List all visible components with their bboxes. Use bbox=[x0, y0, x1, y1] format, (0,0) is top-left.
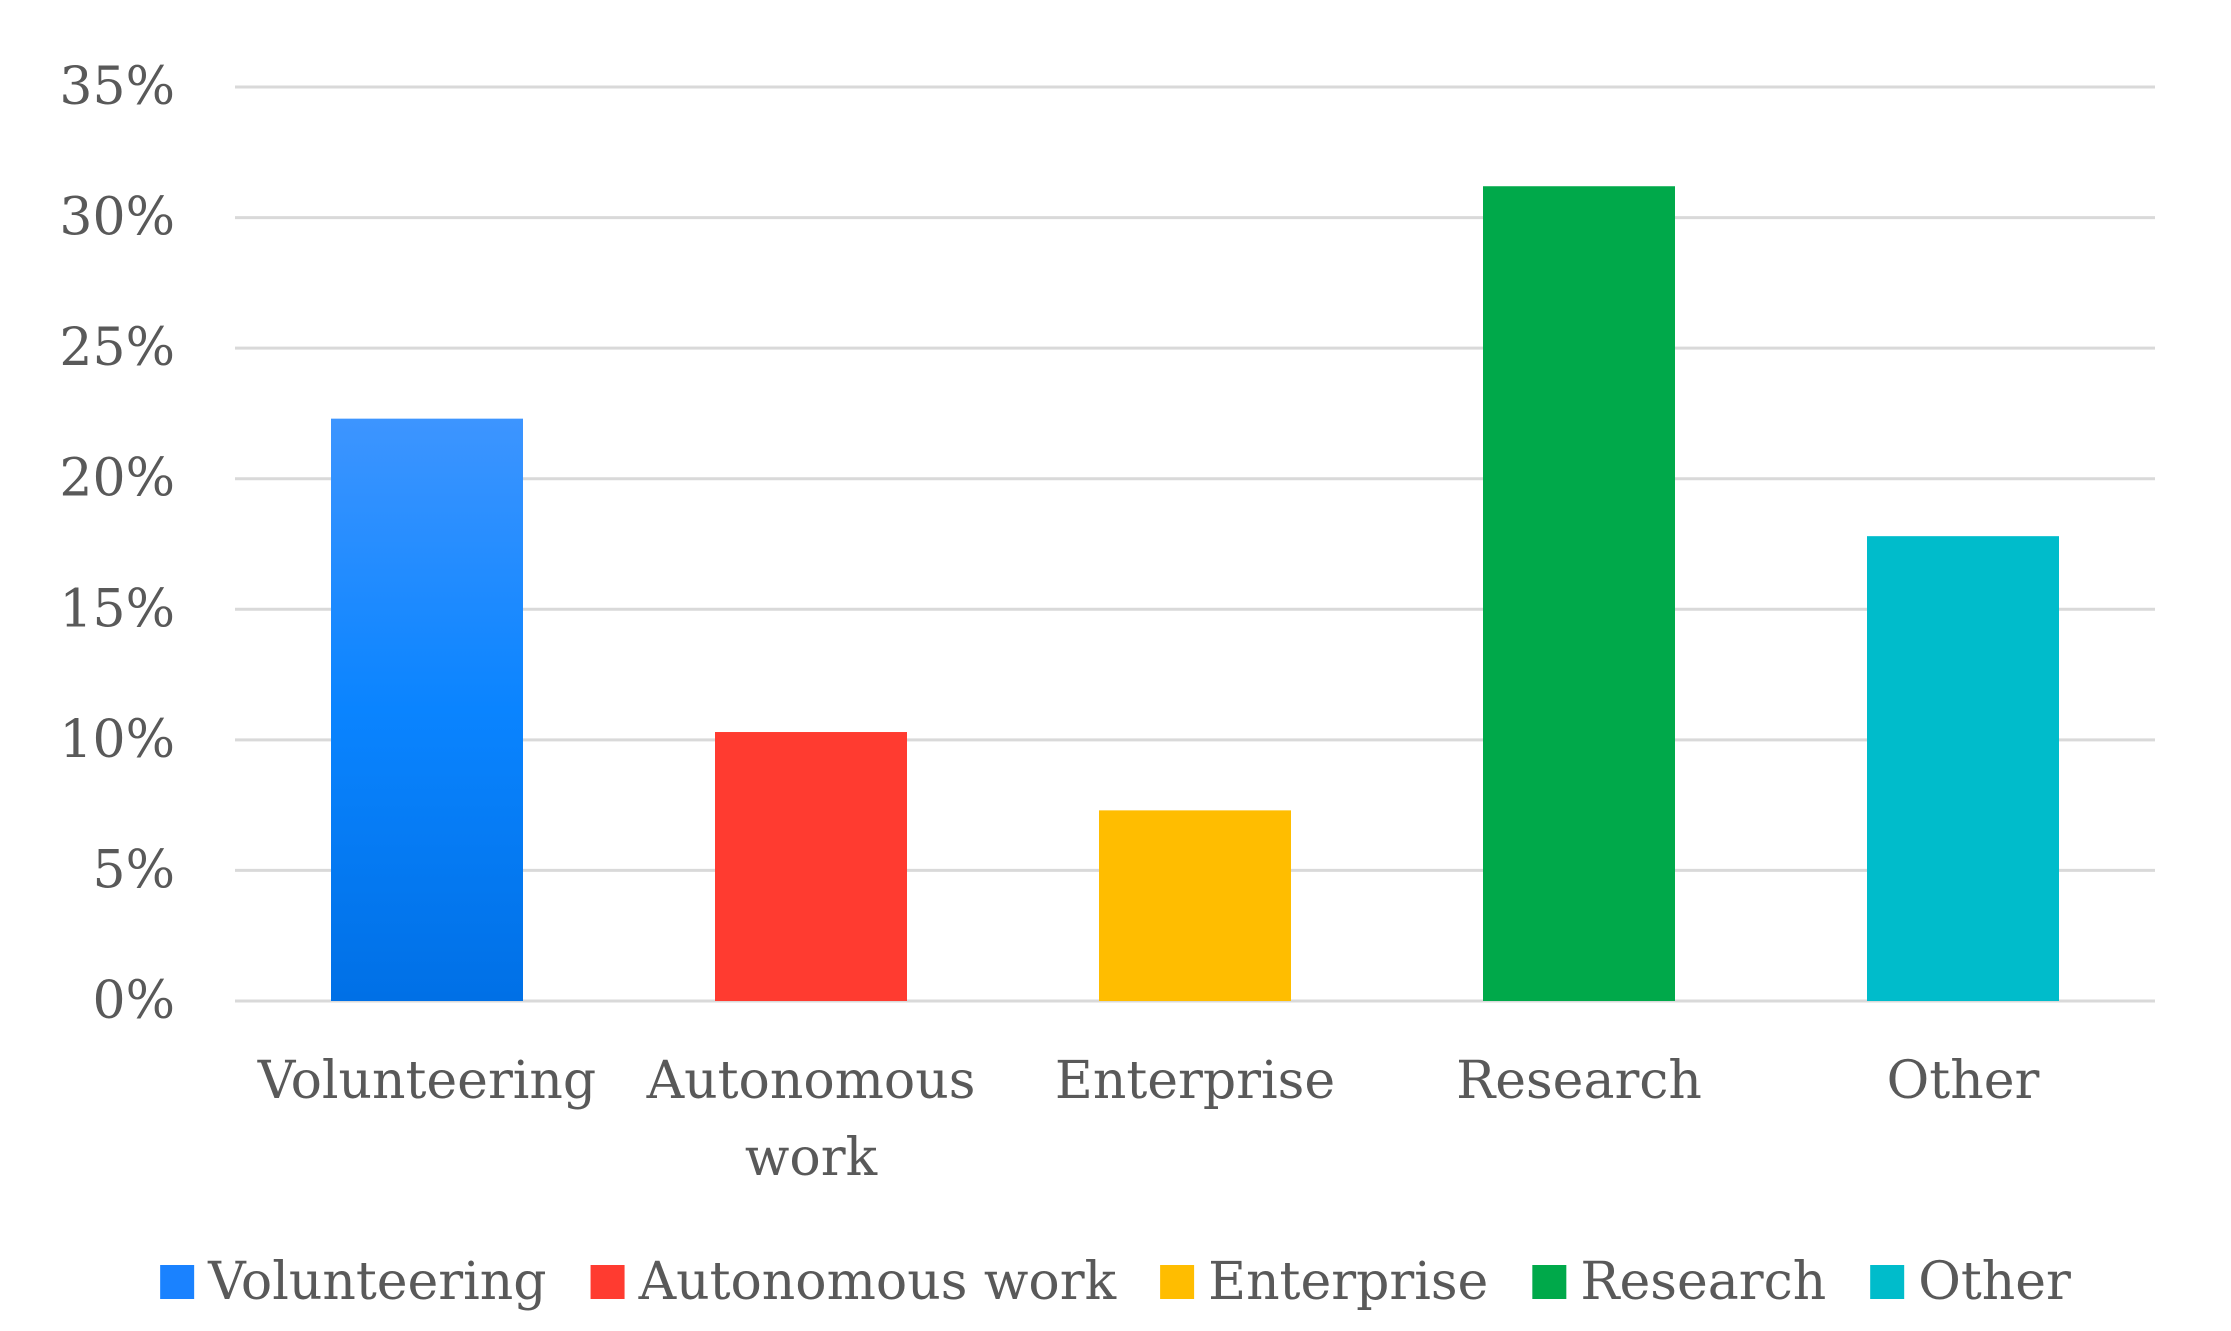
legend: Volunteering Autonomous work Enterprise Res… bbox=[160, 1252, 2071, 1312]
y-tick-label: 5% bbox=[93, 840, 176, 900]
x-tick-label: Other bbox=[1887, 1051, 2040, 1111]
y-tick-label: 15% bbox=[59, 579, 175, 639]
legend-swatch bbox=[160, 1265, 195, 1299]
bar-autonomous-work bbox=[715, 732, 907, 1001]
bars bbox=[331, 186, 2059, 1002]
y-tick-label: 10% bbox=[59, 710, 175, 770]
x-tick-label: Volunteering bbox=[257, 1051, 596, 1111]
y-tick-label: 20% bbox=[59, 449, 175, 509]
y-tick-label: 25% bbox=[59, 318, 175, 378]
y-tick-label: 30% bbox=[59, 188, 175, 248]
x-tick-label-group: Research bbox=[1456, 1051, 1702, 1111]
legend-label: Volunteering bbox=[207, 1252, 546, 1312]
x-tick-label: Research bbox=[1456, 1051, 1702, 1111]
legend-swatch bbox=[1870, 1265, 1905, 1299]
legend-item-autonomous-work: Autonomous work bbox=[590, 1252, 1117, 1312]
legend-item-research: Research bbox=[1532, 1252, 1826, 1312]
x-tick-label-group: Autonomous work bbox=[646, 1051, 976, 1188]
legend-label: Other bbox=[1918, 1252, 2071, 1312]
gridlines bbox=[235, 85, 2155, 1003]
legend-swatch bbox=[1532, 1265, 1567, 1299]
bar-volunteering bbox=[331, 418, 523, 1001]
x-tick-label: work bbox=[745, 1128, 878, 1188]
bar-enterprise bbox=[1099, 810, 1291, 1001]
legend-item-enterprise: Enterprise bbox=[1160, 1252, 1488, 1312]
legend-label: Research bbox=[1580, 1252, 1826, 1312]
y-axis-tick-labels: 0% 5% 10% 15% 20% 25% 30% 35% bbox=[59, 57, 175, 1031]
x-tick-label-group: Volunteering bbox=[257, 1051, 596, 1111]
x-tick-label: Enterprise bbox=[1055, 1051, 1335, 1111]
x-axis-category-labels: Volunteering Autonomous work Enterprise Rese… bbox=[257, 1051, 2040, 1188]
legend-swatch bbox=[1160, 1265, 1195, 1299]
bar-other bbox=[1867, 536, 2059, 1001]
bar-research bbox=[1483, 186, 1675, 1002]
legend-label: Enterprise bbox=[1208, 1252, 1488, 1312]
legend-swatch bbox=[590, 1265, 625, 1299]
x-tick-label-group: Other bbox=[1887, 1051, 2040, 1111]
y-tick-label: 0% bbox=[93, 971, 176, 1031]
legend-label: Autonomous work bbox=[638, 1252, 1117, 1312]
x-tick-label: Autonomous bbox=[646, 1051, 976, 1111]
x-tick-label-group: Enterprise bbox=[1055, 1051, 1335, 1111]
legend-item-volunteering: Volunteering bbox=[160, 1252, 547, 1312]
y-tick-label: 35% bbox=[59, 57, 175, 117]
legend-item-other: Other bbox=[1870, 1252, 2071, 1312]
